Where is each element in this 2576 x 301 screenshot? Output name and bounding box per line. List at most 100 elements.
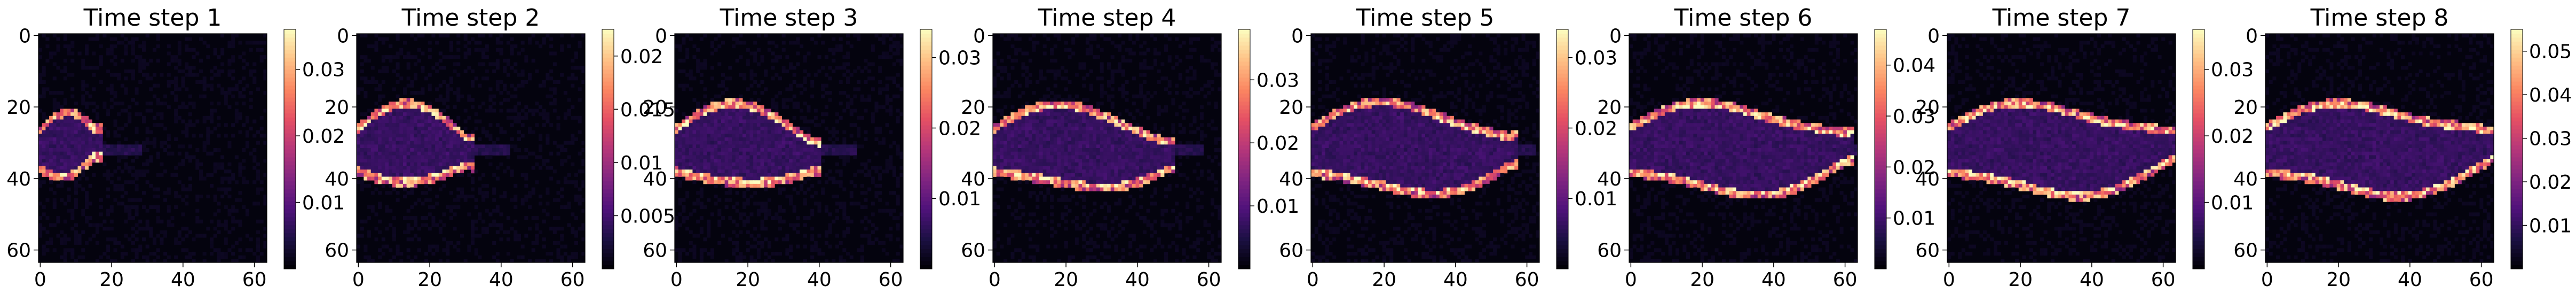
heatmap-cell — [120, 202, 124, 206]
heatmap-cell — [438, 173, 442, 177]
heatmap-cell — [813, 244, 818, 249]
heatmap-cell — [552, 62, 557, 66]
heatmap-cell — [1110, 55, 1115, 59]
heatmap-cell — [1175, 37, 1179, 41]
heatmap-cell — [692, 234, 697, 238]
heatmap-cell — [153, 251, 157, 256]
heatmap-cell — [539, 83, 543, 88]
heatmap-cell — [857, 115, 861, 120]
heatmap-cell — [749, 162, 754, 166]
heatmap-cell — [238, 162, 242, 166]
colorbar-swatch — [602, 145, 614, 150]
heatmap-cell — [399, 98, 404, 102]
heatmap-cell — [682, 148, 686, 152]
heatmap-cell — [735, 141, 739, 145]
heatmap-cell — [231, 134, 235, 138]
heatmap-cell — [210, 76, 214, 81]
heatmap-cell — [707, 155, 711, 159]
heatmap-cell — [364, 141, 368, 145]
heatmap-cell — [52, 155, 57, 159]
heatmap-cell — [385, 205, 389, 210]
heatmap-cell — [892, 141, 897, 145]
heatmap-cell — [807, 166, 811, 170]
heatmap-cell — [878, 126, 882, 130]
heatmap-cell — [56, 216, 60, 220]
heatmap-cell — [77, 148, 82, 152]
heatmap-cell — [817, 251, 821, 256]
heatmap-cell — [506, 109, 510, 113]
heatmap-cell — [70, 251, 75, 256]
heatmap-cell — [84, 219, 89, 223]
heatmap-cell — [703, 102, 707, 106]
heatmap-cell — [438, 141, 442, 145]
heatmap-cell — [177, 48, 181, 52]
heatmap-cell — [792, 148, 796, 152]
heatmap-cell — [217, 230, 221, 234]
colorbar-tick-label: 0.02 — [938, 118, 981, 140]
heatmap-cell — [796, 148, 800, 152]
heatmap-cell — [177, 162, 181, 166]
heatmap-cell — [467, 41, 471, 45]
heatmap-cell — [421, 155, 425, 159]
colorbar-swatch — [284, 41, 296, 46]
heatmap-cell — [460, 144, 464, 149]
heatmap-cell — [428, 115, 432, 120]
colorbar-swatch — [284, 33, 296, 38]
heatmap-cell — [692, 148, 697, 152]
heatmap-cell — [767, 115, 771, 120]
heatmap-cell — [474, 41, 478, 45]
heatmap-cell — [392, 173, 396, 177]
colorbar: 0.010.020.03 — [283, 29, 345, 269]
heatmap-cell — [563, 112, 567, 117]
heatmap-cell — [749, 148, 754, 152]
heatmap-cell — [177, 115, 181, 120]
heatmap-cell — [406, 173, 410, 177]
heatmap-cell — [1210, 66, 1215, 70]
heatmap-cell — [177, 234, 181, 238]
heatmap-cell — [896, 237, 900, 242]
heatmap-cell — [492, 198, 496, 202]
heatmap-cell — [446, 205, 450, 210]
heatmap-cell — [396, 66, 400, 70]
heatmap-cell — [867, 169, 872, 174]
heatmap-cell — [996, 73, 1000, 77]
heatmap-cell — [724, 151, 729, 156]
heatmap-cell — [867, 94, 872, 98]
heatmap-cell — [195, 198, 200, 202]
heatmap-cell — [453, 151, 457, 156]
heatmap-cell — [789, 180, 793, 184]
heatmap-cell — [842, 144, 847, 149]
y-tick-label: 0 — [19, 25, 31, 47]
heatmap-cell — [1032, 48, 1036, 52]
heatmap-cell — [717, 241, 722, 245]
heatmap-cell — [835, 180, 840, 184]
heatmap-panel-2: Time step 20 20 40 6002040600.0050.010.0150… — [325, 4, 675, 291]
heatmap-cell — [149, 234, 153, 238]
heatmap-cell — [428, 41, 432, 45]
chart-title: Time step 1 — [83, 4, 222, 32]
heatmap-cell — [77, 166, 82, 170]
heatmap-cell — [188, 112, 192, 117]
heatmap-cell — [542, 259, 546, 263]
heatmap-cell — [485, 55, 489, 59]
heatmap-cell — [796, 173, 800, 177]
heatmap-cell — [231, 205, 235, 210]
heatmap-cell — [160, 219, 164, 223]
heatmap-cell — [256, 248, 260, 252]
heatmap-cell — [77, 51, 82, 56]
heatmap-cell — [242, 166, 246, 170]
heatmap-cell — [109, 48, 114, 52]
heatmap-cell — [81, 159, 85, 163]
heatmap-cell — [67, 112, 71, 117]
heatmap-cell — [828, 144, 832, 149]
heatmap-cell — [428, 169, 432, 174]
heatmap-cell — [878, 141, 882, 145]
heatmap-cell — [38, 55, 43, 59]
heatmap-cell — [785, 134, 789, 138]
heatmap-cell — [778, 209, 783, 213]
heatmap-cell — [52, 176, 57, 181]
heatmap-cell — [1210, 48, 1215, 52]
heatmap-cell — [728, 144, 732, 149]
heatmap-cell — [249, 248, 253, 252]
